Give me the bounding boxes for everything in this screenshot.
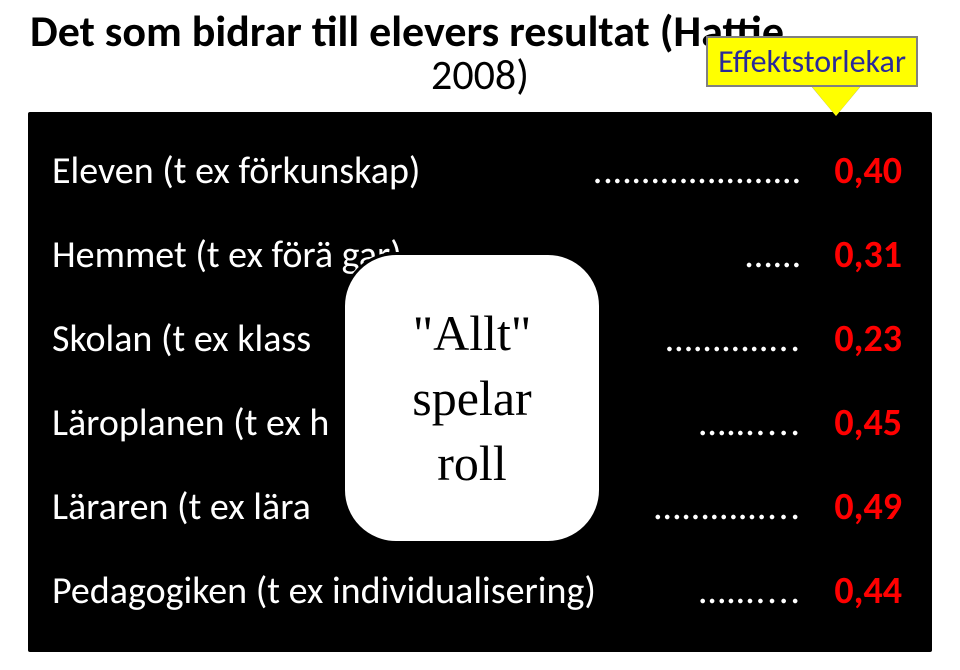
- effect-size-arrow-icon: [808, 82, 864, 116]
- factor-label: Eleven (t ex förkunskap): [52, 151, 420, 193]
- factor-row: Eleven (t ex förkunskap) .………………… 0,40: [28, 130, 932, 214]
- factor-dots: ……....: [699, 403, 802, 445]
- factor-value: 0,49: [834, 487, 902, 529]
- factor-value: 0,45: [834, 403, 902, 445]
- factor-label: Läroplanen (t ex h: [52, 403, 329, 445]
- callout-bubble: "Allt" spelar roll: [342, 252, 602, 544]
- factor-value: 0,31: [834, 235, 902, 277]
- bubble-line: spelar: [412, 366, 531, 431]
- factor-value: 0,44: [834, 571, 902, 613]
- factor-dots: ……....: [699, 571, 802, 613]
- factor-label: Hemmet (t ex förä gar): [52, 235, 402, 277]
- slide-root: Det som bidrar till elevers resultat (Ha…: [0, 0, 960, 670]
- factor-value: 0,23: [834, 319, 902, 361]
- effect-size-badge: Effektstorlekar: [706, 36, 918, 87]
- factor-label: Läraren (t ex lära: [52, 487, 311, 529]
- factor-label: Skolan (t ex klass: [52, 319, 311, 361]
- factor-dots: …………..: [666, 319, 802, 361]
- factor-label: Pedagogiken (t ex individualisering): [52, 571, 596, 613]
- factor-dots: ……: [746, 235, 802, 277]
- factor-row: Pedagogiken (t ex individualisering) …….…: [28, 550, 932, 634]
- bubble-line: "Allt": [413, 301, 532, 366]
- factor-dots: …………...: [654, 487, 802, 529]
- bubble-line: roll: [437, 431, 506, 496]
- factor-dots: .…………………: [593, 151, 802, 193]
- factor-value: 0,40: [834, 151, 902, 193]
